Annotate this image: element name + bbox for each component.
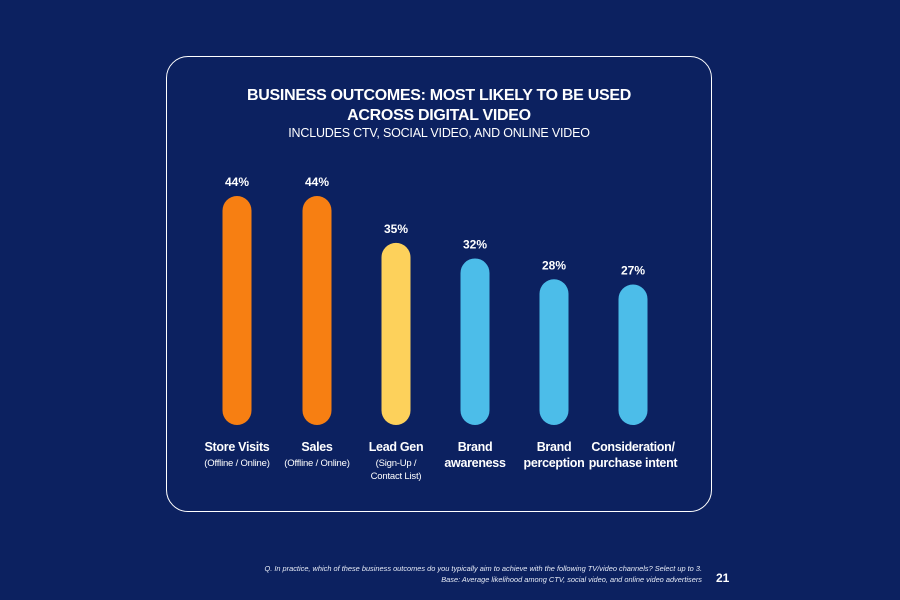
bar-3 xyxy=(460,258,490,425)
footnote-question: Q. In practice, which of these business … xyxy=(264,564,702,573)
footnote-base: Base: Average likelihood among CTV, soci… xyxy=(441,575,702,584)
chart-title: BUSINESS OUTCOMES: MOST LIKELY TO BE USE… xyxy=(166,86,712,126)
category-label-3-0: Brand xyxy=(458,440,493,454)
chart-panel xyxy=(166,56,712,512)
bar-1 xyxy=(302,196,332,425)
bar-value-label-0: 44% xyxy=(225,175,249,189)
bar-4 xyxy=(539,279,569,425)
page-number: 21 xyxy=(716,571,730,585)
bar-value-label-2: 35% xyxy=(384,222,408,236)
bar-value-label-5: 27% xyxy=(621,263,645,277)
chart-subtitle: INCLUDES CTV, SOCIAL VIDEO, AND ONLINE V… xyxy=(288,126,590,140)
bar-value-label-1: 44% xyxy=(305,175,329,189)
chart-title-line-2: ACROSS DIGITAL VIDEO xyxy=(347,107,531,124)
category-label-4-1: perception xyxy=(524,456,585,470)
footnote: Q. In practice, which of these business … xyxy=(264,563,702,585)
category-sublabel-1-0: (Offline / Online) xyxy=(284,458,349,469)
chart-title-line-1: BUSINESS OUTCOMES: MOST LIKELY TO BE USE… xyxy=(247,87,631,104)
category-sublabel-2-1: Contact List) xyxy=(371,471,422,482)
category-label-5-0: Consideration/ xyxy=(591,440,675,454)
category-sublabel-2-0: (Sign-Up / xyxy=(376,458,417,469)
category-label-2-0: Lead Gen xyxy=(369,440,424,454)
bar-value-label-3: 32% xyxy=(463,237,487,251)
category-label-3-1: awareness xyxy=(444,456,506,470)
category-label-5-1: purchase intent xyxy=(589,456,679,470)
category-label-4-0: Brand xyxy=(537,440,572,454)
category-label-1-0: Sales xyxy=(301,440,333,454)
bar-0 xyxy=(222,196,252,425)
category-sublabel-0-0: (Offline / Online) xyxy=(204,458,269,469)
bar-2 xyxy=(381,242,411,425)
category-label-0-0: Store Visits xyxy=(205,440,270,454)
bar-value-label-4: 28% xyxy=(542,258,566,272)
bar-5 xyxy=(618,284,648,425)
